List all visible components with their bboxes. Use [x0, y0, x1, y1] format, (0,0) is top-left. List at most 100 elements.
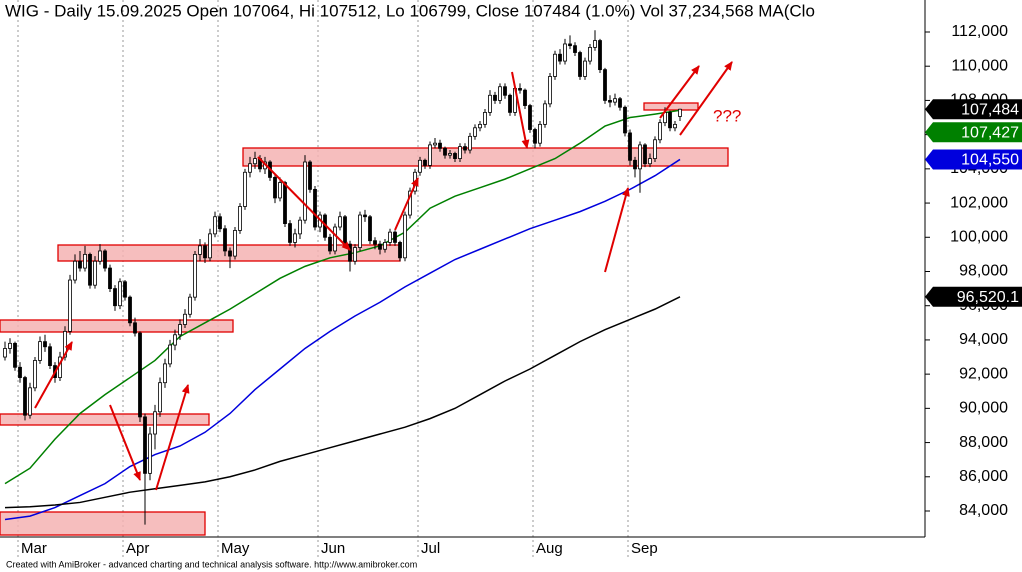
candle-body [13, 342, 17, 368]
end-label: 104,550 [961, 152, 1019, 169]
candle-body [298, 219, 302, 235]
x-tick-label: Aug [536, 540, 563, 557]
candle-body [38, 341, 42, 361]
candle-body [438, 142, 442, 149]
candle-body [28, 387, 32, 416]
candle-body [283, 182, 287, 224]
y-tick-label: 110,000 [951, 57, 1008, 74]
candle-body [233, 230, 237, 257]
arrow [155, 384, 190, 491]
x-tick-label: Jun [321, 540, 345, 557]
candle-body [378, 243, 382, 250]
candle-body [273, 177, 277, 199]
candle-body [568, 43, 572, 47]
end-label: 107,484 [961, 101, 1019, 118]
candle-body [253, 158, 257, 165]
y-tick-label: 92,000 [959, 365, 1008, 382]
footer: Created with AmiBroker - advanced charti… [6, 559, 417, 569]
candle-body [328, 236, 332, 252]
candle-body [48, 346, 52, 366]
candle-body [638, 144, 642, 170]
candle-body [83, 253, 87, 269]
plot [3, 30, 682, 525]
candle-body [528, 105, 532, 130]
candle-body [73, 260, 77, 281]
arrow [659, 65, 700, 119]
candle-body [228, 250, 232, 257]
end-label-box [925, 99, 1022, 120]
candle-body [153, 411, 157, 435]
ma-line [4, 109, 681, 485]
x-tick-label: May [221, 540, 250, 557]
candle-body [338, 216, 342, 228]
candle-body [303, 161, 307, 221]
candle-body [348, 243, 352, 262]
candle-body [593, 40, 597, 48]
end-label-box [925, 122, 1022, 143]
candle-body [583, 60, 587, 77]
candle-body [598, 40, 602, 71]
candle-body [538, 123, 542, 144]
candle-body [393, 231, 397, 243]
candle-body [668, 111, 672, 129]
candle-body [123, 281, 127, 298]
candle-body [308, 161, 312, 190]
candle-body [178, 324, 182, 336]
candle-body [483, 111, 487, 125]
candle-body [193, 253, 197, 298]
zone [0, 413, 210, 426]
candle-body [553, 53, 557, 77]
candle-body [433, 142, 437, 146]
arrow [109, 404, 141, 481]
candle-body [33, 360, 37, 389]
candle-body [88, 253, 92, 286]
y-tick-label: 90,000 [959, 400, 1008, 417]
candle-body [288, 223, 292, 243]
candle-body [358, 214, 362, 248]
candle-body [188, 296, 192, 315]
zone [242, 147, 729, 167]
candle-body [548, 76, 552, 105]
candle-body [143, 416, 147, 474]
candle-body [673, 123, 677, 129]
candle-body [468, 135, 472, 151]
candle-body [403, 214, 407, 259]
candle-body [363, 214, 367, 218]
arrow [679, 61, 733, 136]
candle-body [103, 250, 107, 269]
candle-body [518, 88, 522, 91]
x-tick-label: Jul [421, 540, 440, 557]
zone [0, 319, 234, 333]
candle-body [68, 279, 72, 332]
candle-body [488, 94, 492, 113]
end-label: 107,427 [961, 124, 1019, 141]
y-tick-label: 100,000 [950, 228, 1008, 245]
candle-body [108, 267, 112, 290]
y-tick-label: 88,000 [959, 434, 1008, 451]
candle-body [578, 52, 582, 77]
candle-body [543, 103, 547, 125]
candle-body [333, 226, 337, 252]
x-tick-label: Sep [631, 540, 658, 557]
y-tick-label: 98,000 [959, 263, 1008, 280]
candle-body [293, 233, 297, 243]
candle-body [498, 86, 502, 101]
candle-body [243, 171, 247, 207]
candle-body [608, 100, 612, 103]
x-tick-label: Mar [21, 540, 47, 557]
candle-body [128, 296, 132, 324]
candle-body [408, 190, 412, 216]
candle-body [43, 341, 47, 348]
candle-body [493, 94, 497, 101]
end-label: 96,520.1 [957, 289, 1019, 306]
candle-body [208, 233, 212, 259]
candle-body [18, 366, 22, 378]
arrow [511, 71, 530, 149]
candle-body [3, 348, 7, 358]
candle-body [428, 144, 432, 166]
candle-body [248, 163, 252, 173]
candle-body [523, 89, 527, 106]
candle-body [278, 182, 282, 199]
